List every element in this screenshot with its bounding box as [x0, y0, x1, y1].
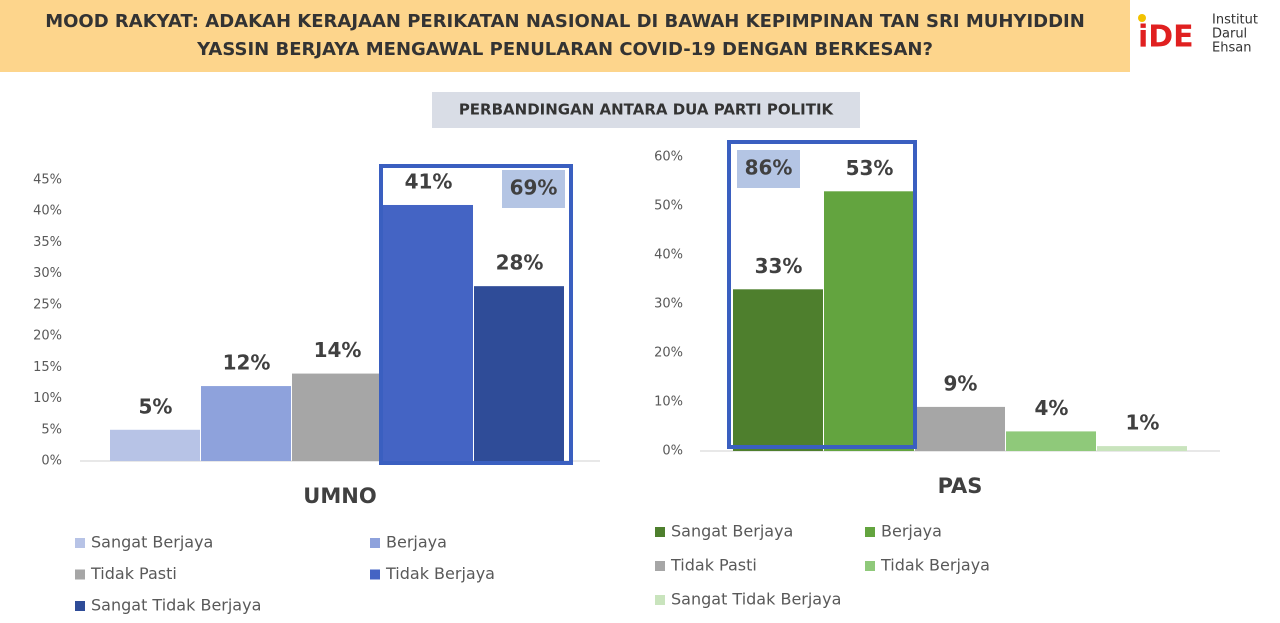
highlight-box	[727, 140, 917, 449]
value-label: 5%	[139, 394, 173, 418]
legend-swatch	[655, 595, 665, 605]
x-axis-label: UMNO	[303, 484, 376, 508]
logo-text: Ehsan	[1212, 41, 1251, 56]
value-label: 53%	[846, 156, 894, 180]
y-tick-label: 45%	[33, 173, 62, 188]
logo-mark: iDE	[1138, 20, 1194, 55]
y-tick-label: 15%	[33, 360, 62, 375]
header-title: MOOD RAKYAT: ADAKAH KERAJAAN PERIKATAN N…	[45, 11, 1085, 32]
annotation: 69%	[510, 176, 558, 200]
logo-dot	[1138, 14, 1146, 22]
annotation-box	[502, 170, 565, 208]
legend-swatch	[75, 538, 85, 548]
x-axis-label: PAS	[938, 474, 983, 498]
legend-label: Berjaya	[881, 522, 942, 541]
legend-swatch	[655, 561, 665, 571]
y-tick-label: 30%	[33, 266, 62, 281]
value-label: 28%	[496, 251, 544, 275]
value-label: 41%	[405, 169, 453, 193]
y-tick-label: 30%	[654, 297, 683, 312]
bar	[733, 289, 823, 451]
legend-label: Sangat Berjaya	[91, 533, 213, 552]
y-tick-label: 20%	[33, 329, 62, 344]
value-label: 4%	[1035, 396, 1069, 420]
bar	[201, 386, 291, 461]
legend-label: Tidak Pasti	[90, 564, 177, 583]
legend-label: Tidak Pasti	[670, 556, 757, 575]
logo-text: Institut	[1212, 13, 1258, 28]
y-tick-label: 20%	[654, 346, 683, 361]
annotation: 86%	[745, 156, 793, 180]
bar	[915, 406, 1005, 451]
logo-text: Darul	[1212, 27, 1247, 42]
y-tick-label: 0%	[662, 444, 683, 459]
y-tick-label: 25%	[33, 297, 62, 312]
legend-swatch	[865, 527, 875, 537]
value-label: 33%	[755, 254, 803, 278]
y-tick-label: 5%	[41, 422, 62, 437]
value-label: 1%	[1126, 411, 1160, 435]
legend-label: Tidak Berjaya	[385, 564, 495, 583]
value-label: 14%	[314, 338, 362, 362]
y-tick-label: 10%	[654, 395, 683, 410]
legend-label: Sangat Berjaya	[671, 522, 793, 541]
y-tick-label: 0%	[41, 454, 62, 469]
header-banner	[0, 0, 1130, 72]
legend-swatch	[75, 601, 85, 611]
header-title: YASSIN BERJAYA MENGAWAL PENULARAN COVID-…	[196, 39, 933, 60]
subtitle: PERBANDINGAN ANTARA DUA PARTI POLITIK	[459, 101, 835, 119]
value-label: 9%	[944, 371, 978, 395]
bar	[1097, 446, 1187, 451]
highlight-box	[379, 164, 573, 465]
bar	[474, 286, 564, 461]
bar	[1006, 431, 1096, 451]
subtitle-box	[432, 92, 860, 128]
legend-label: Berjaya	[386, 533, 447, 552]
bar	[824, 191, 914, 452]
legend-swatch	[370, 538, 380, 548]
value-label: 12%	[223, 351, 271, 375]
y-tick-label: 10%	[33, 391, 62, 406]
legend-swatch	[370, 569, 380, 580]
y-tick-label: 35%	[33, 235, 62, 250]
y-tick-label: 40%	[654, 248, 683, 263]
bar	[292, 373, 382, 461]
legend-label: Tidak Berjaya	[880, 556, 990, 575]
annotation-box	[737, 150, 800, 188]
bar	[383, 204, 473, 461]
legend-swatch	[655, 527, 665, 537]
legend-swatch	[75, 569, 85, 580]
legend-label: Sangat Tidak Berjaya	[91, 596, 261, 615]
y-tick-label: 40%	[33, 204, 62, 219]
y-tick-label: 50%	[654, 199, 683, 214]
legend-swatch	[865, 561, 875, 571]
y-tick-label: 60%	[654, 150, 683, 165]
legend-label: Sangat Tidak Berjaya	[671, 590, 841, 609]
bar	[110, 429, 200, 461]
